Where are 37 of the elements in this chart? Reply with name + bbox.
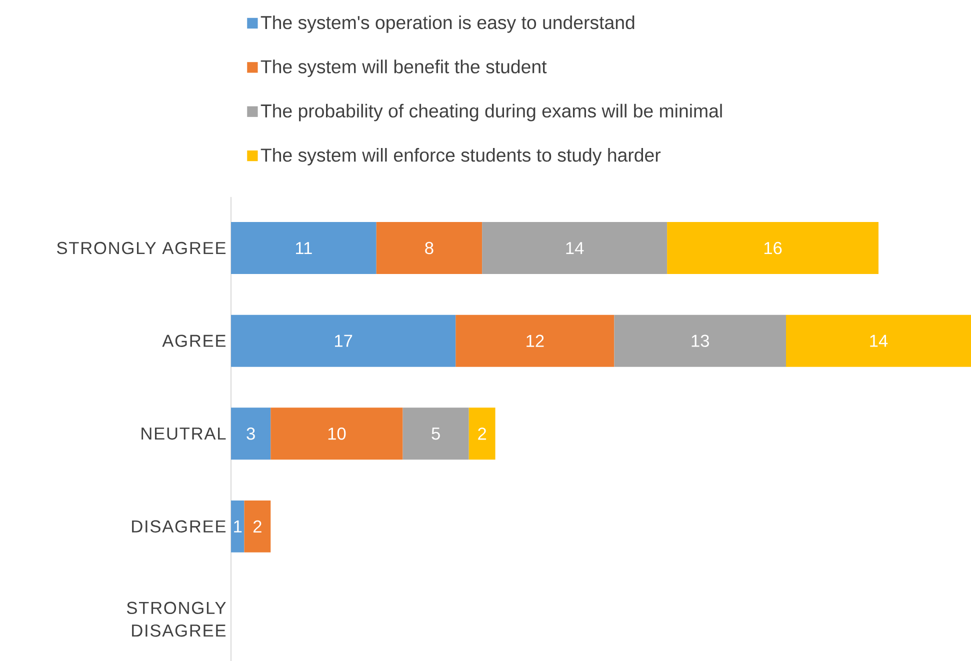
data-label: 14: [870, 334, 888, 347]
data-label: 8: [425, 242, 434, 254]
y-tick-label: STRONGLY DISAGREE: [126, 602, 226, 637]
legend-label: The probability of cheating during exams will be minimal: [260, 104, 722, 122]
y-tick-label: DISAGREE: [132, 520, 226, 533]
y-tick-label: AGREE: [162, 334, 226, 347]
data-label: 12: [526, 334, 544, 347]
legend-label: The system will enforce students to study harder: [260, 148, 661, 166]
data-label: 17: [335, 334, 352, 347]
bar: [468, 408, 496, 460]
data-label: 2: [253, 520, 262, 532]
bar: [482, 222, 668, 274]
bar: [231, 222, 376, 274]
data-label: 1: [234, 520, 242, 532]
data-label: 14: [566, 242, 584, 254]
data-label: 3: [246, 428, 255, 440]
bar: [231, 500, 244, 552]
bar: [456, 314, 614, 367]
y-tick-label: STRONGLY AGREE: [57, 242, 226, 254]
bar: [786, 314, 971, 367]
bar: [270, 408, 403, 460]
data-label: 2: [478, 428, 486, 440]
bar: [667, 222, 878, 274]
data-label: 10: [328, 428, 346, 440]
data-label: 16: [764, 242, 782, 254]
bar: [376, 222, 482, 274]
legend-label: The system will benefit the student: [260, 60, 547, 78]
bar: [244, 500, 271, 552]
bar: [231, 408, 271, 460]
data-label: 13: [692, 334, 709, 347]
data-label: 11: [296, 242, 312, 254]
data-label: 5: [432, 428, 440, 440]
y-tick-label: NEUTRAL: [142, 428, 226, 440]
legend-label: The system's operation is easy to understand: [260, 15, 634, 33]
bar: [614, 314, 786, 367]
bar: [231, 314, 456, 367]
bar: [402, 408, 469, 460]
